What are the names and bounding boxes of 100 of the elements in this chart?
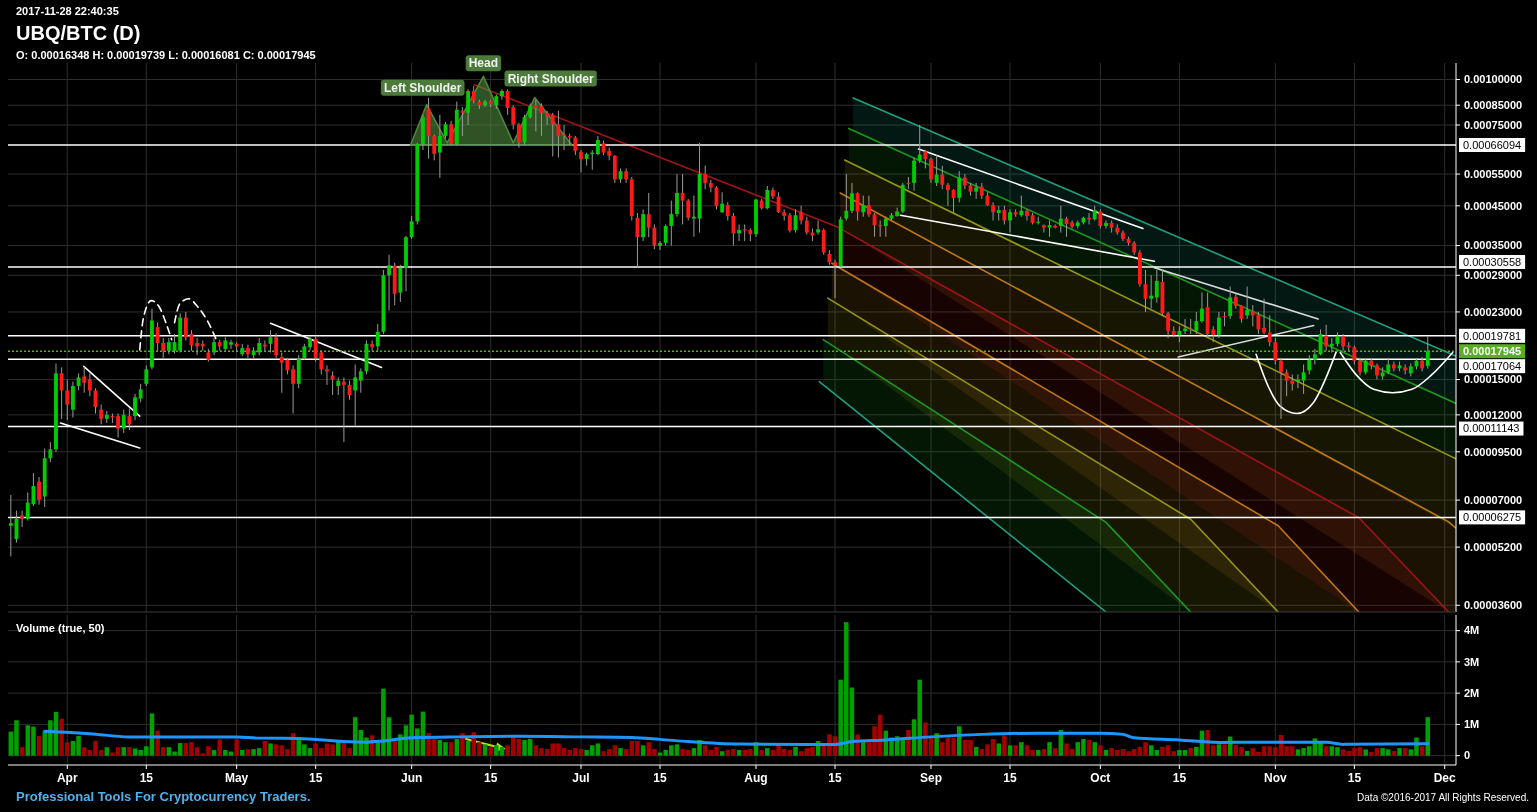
candlestick	[437, 114, 442, 179]
x-tick-label: Jun	[400, 771, 423, 785]
bar	[1103, 750, 1109, 756]
bar	[127, 747, 132, 756]
candlestick	[646, 192, 651, 238]
candlestick	[816, 220, 821, 236]
y-tick-label: 0.00012000	[1464, 408, 1523, 421]
y-tick-label: 0.00055000	[1464, 167, 1523, 180]
candlestick	[1312, 348, 1317, 365]
bar	[623, 749, 629, 756]
bar	[860, 742, 866, 756]
x-tick-label: 15	[1172, 771, 1187, 785]
candlestick	[957, 170, 962, 203]
bar	[973, 746, 979, 756]
candlestick	[1008, 208, 1012, 234]
candlestick	[787, 212, 792, 234]
bar	[454, 739, 460, 756]
ref-line-label: 0.00017945	[1463, 345, 1522, 358]
bar	[240, 750, 245, 756]
candlestick	[229, 339, 233, 350]
y-tick-label: 0.00009500	[1464, 445, 1523, 458]
candlestick	[1425, 335, 1430, 370]
candlestick	[1228, 286, 1233, 320]
candlestick	[516, 122, 521, 149]
candlestick	[20, 510, 25, 528]
x-tick-label: 15	[1347, 771, 1362, 785]
candlestick	[138, 383, 143, 403]
text: Volume (true, 50)	[16, 622, 105, 634]
candlestick	[279, 351, 284, 394]
annotation: Right Shoulder	[507, 71, 594, 86]
bar	[1019, 742, 1024, 756]
candlestick	[533, 99, 538, 132]
x-tick-label: 15	[139, 771, 154, 785]
y-tick-label: 0.00035000	[1464, 239, 1523, 252]
y-tick-label: 4M	[1464, 624, 1480, 637]
candlestick	[308, 335, 312, 352]
candlestick	[556, 110, 561, 158]
candlestick	[991, 201, 996, 222]
bar	[1222, 744, 1227, 756]
candlestick	[962, 173, 967, 190]
y-tick-label: 2M	[1464, 686, 1480, 699]
candlestick	[375, 323, 380, 352]
candlestick	[940, 165, 945, 190]
candlestick	[449, 120, 454, 146]
candlestick	[353, 363, 358, 427]
candlestick	[731, 212, 736, 247]
candlestick	[291, 364, 295, 415]
candlestick	[1154, 269, 1159, 304]
candlestick	[573, 135, 578, 156]
candlestick	[934, 154, 939, 187]
bar	[1323, 746, 1329, 756]
candlestick	[195, 337, 200, 356]
candlestick	[48, 441, 53, 463]
y-tick-label: 0.00007000	[1464, 493, 1523, 506]
bar	[1397, 748, 1402, 756]
text: Professional Tools For Cryptocurrency Traders.	[16, 789, 311, 804]
annotation: Left Shoulder	[384, 80, 462, 95]
candlestick	[87, 372, 92, 397]
candlestick	[1104, 220, 1108, 229]
bar	[19, 747, 25, 756]
candlestick	[1420, 356, 1425, 372]
bar	[245, 749, 251, 756]
candlestick	[669, 200, 674, 247]
bar	[1036, 750, 1041, 756]
x-tick-label: Nov	[1264, 771, 1288, 785]
bar	[465, 740, 471, 756]
candlestick	[274, 332, 279, 359]
x-tick-label: 15	[308, 771, 323, 785]
bar	[273, 744, 279, 756]
candlestick	[912, 157, 916, 192]
candlestick	[358, 367, 363, 394]
bar	[1363, 749, 1368, 756]
y-tick-label: 0.00045000	[1464, 199, 1523, 212]
y-tick-label: 0.00085000	[1464, 99, 1523, 112]
candlestick	[821, 227, 826, 256]
x-tick-label: Oct	[1090, 771, 1111, 785]
candlestick	[861, 195, 866, 218]
candlestick	[866, 195, 871, 218]
bar	[1391, 750, 1397, 756]
y-tick-label: 0.00003600	[1464, 599, 1523, 612]
bar	[448, 742, 454, 756]
bar	[268, 743, 273, 756]
candlestick	[183, 311, 188, 342]
x-tick-label: Apr	[56, 771, 78, 785]
x-tick-label: 15	[483, 771, 498, 785]
bar	[1047, 742, 1052, 756]
candlestick	[59, 366, 64, 420]
candlestick	[1041, 223, 1046, 234]
candlestick	[71, 381, 75, 419]
bar	[211, 750, 217, 756]
candlestick	[612, 154, 617, 184]
bar	[640, 745, 646, 756]
ref-line-label: 0.00011143	[1463, 422, 1520, 435]
candlestick	[929, 157, 933, 184]
candlestick	[82, 365, 87, 394]
candlestick	[720, 191, 725, 214]
bar	[1154, 750, 1160, 756]
bar	[702, 745, 708, 756]
bar	[1041, 749, 1047, 756]
candlestick	[8, 494, 13, 558]
